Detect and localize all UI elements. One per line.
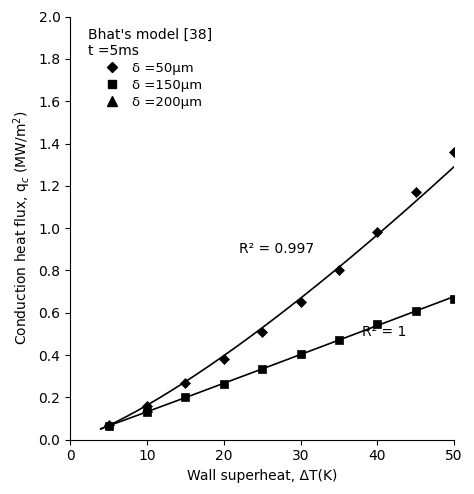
δ =150μm — [106, 423, 111, 429]
δ =150μm — [221, 380, 227, 386]
δ =50μm — [298, 299, 303, 305]
δ =50μm — [144, 403, 150, 409]
Text: R² = 0.997: R² = 0.997 — [239, 243, 314, 256]
δ =150μm — [259, 366, 265, 371]
δ =150μm — [451, 296, 457, 302]
δ =150μm — [298, 351, 303, 357]
X-axis label: Wall superheat, ΔT(K): Wall superheat, ΔT(K) — [187, 469, 337, 483]
Text: R² = 1: R² = 1 — [362, 325, 406, 339]
Line: δ =50μm: δ =50μm — [105, 148, 458, 429]
δ =50μm — [336, 267, 342, 273]
δ =150μm — [336, 337, 342, 343]
δ =50μm — [106, 422, 111, 428]
Y-axis label: Conduction heat flux, q$_c$ (MW/m$^2$): Conduction heat flux, q$_c$ (MW/m$^2$) — [11, 111, 33, 345]
δ =50μm — [221, 356, 227, 362]
δ =50μm — [182, 379, 188, 385]
δ =150μm — [413, 308, 419, 314]
δ =150μm — [144, 409, 150, 415]
Line: δ =150μm: δ =150μm — [105, 295, 458, 430]
δ =150μm — [374, 322, 380, 328]
δ =150μm — [182, 394, 188, 400]
δ =50μm — [259, 329, 265, 335]
δ =50μm — [374, 229, 380, 235]
Legend: δ =50μm, δ =150μm, δ =200μm: δ =50μm, δ =150μm, δ =200μm — [88, 28, 212, 109]
δ =50μm — [413, 189, 419, 195]
δ =50μm — [451, 149, 457, 155]
